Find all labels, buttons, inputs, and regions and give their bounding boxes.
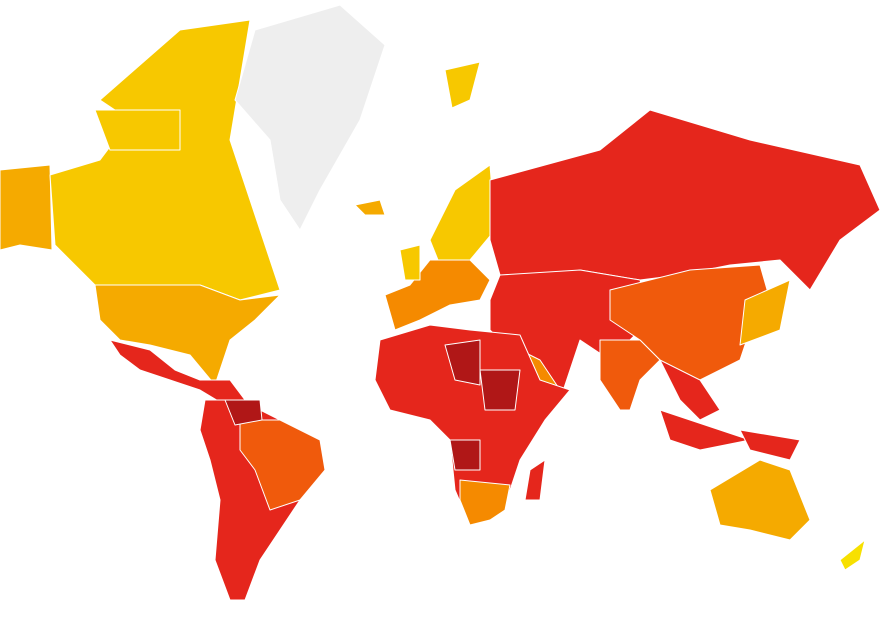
region <box>709 459 811 541</box>
region <box>444 339 481 386</box>
region <box>739 279 791 346</box>
region <box>94 109 181 151</box>
region <box>839 539 866 571</box>
region <box>739 429 801 461</box>
region <box>524 459 546 501</box>
region <box>224 399 263 426</box>
region <box>399 244 421 281</box>
region <box>659 359 721 421</box>
region <box>94 284 281 386</box>
region <box>459 479 511 526</box>
region <box>239 419 326 511</box>
region <box>374 324 571 526</box>
region <box>659 409 751 451</box>
region <box>449 439 481 471</box>
region <box>479 369 521 411</box>
region <box>444 61 481 109</box>
region <box>234 4 386 231</box>
region <box>354 199 386 216</box>
region <box>609 264 771 381</box>
region <box>0 164 53 251</box>
region <box>599 339 661 411</box>
